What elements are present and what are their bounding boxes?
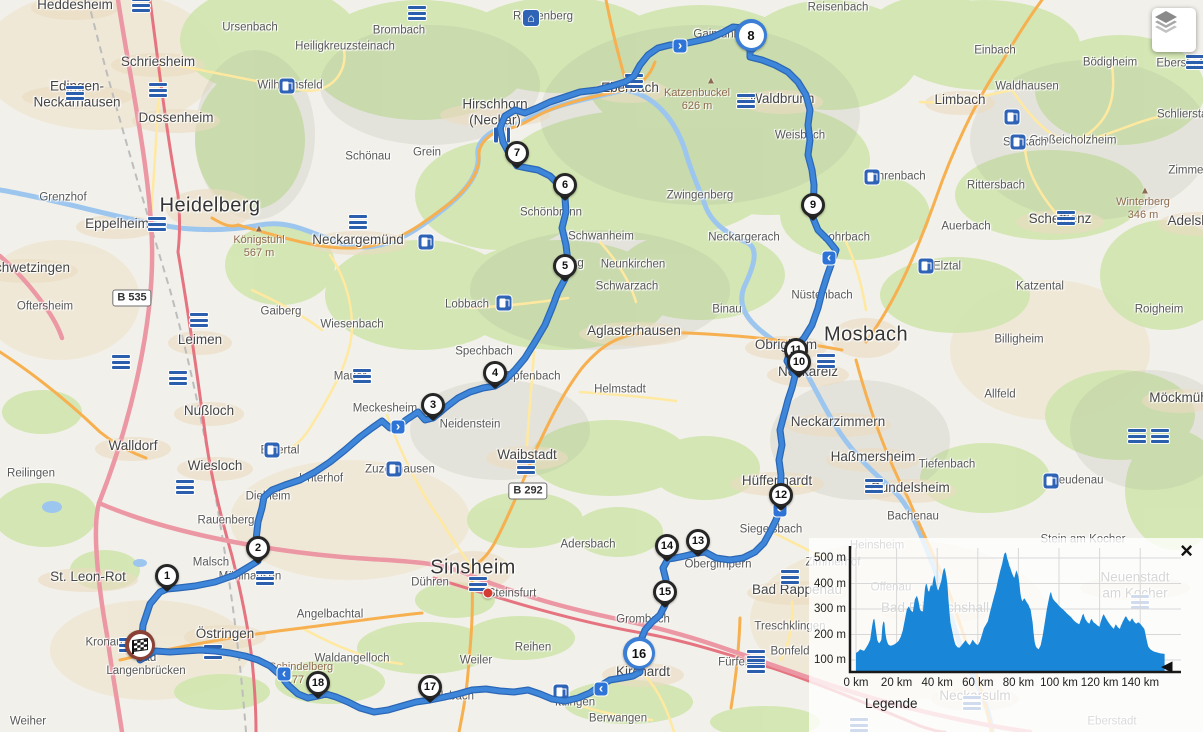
waypoint-pin-12[interactable]: 12 [769, 483, 793, 512]
map-label: Waldhausen [995, 80, 1059, 93]
map-label: Weiher [9, 715, 47, 728]
lodging-icon: ⌂ [523, 10, 539, 26]
map-label: Schwetzingen [0, 260, 71, 276]
axis-tick-label: 300 m [814, 603, 846, 615]
checkered-flag-icon [132, 637, 148, 653]
map-label: Allfeld [984, 388, 1016, 401]
rest-area-icon [1128, 429, 1146, 443]
axis-tick-label: 20 km [880, 677, 913, 689]
waypoint-pin-18[interactable]: 18 [306, 671, 330, 700]
axis-tick-label: 40 km [921, 677, 953, 689]
map-label: Mosbach [824, 323, 908, 346]
axis-tick-label: 0 km [843, 677, 869, 689]
waypoint-pin-14[interactable]: 14 [655, 534, 679, 563]
waypoint-pin-8[interactable]: 8 [735, 19, 767, 56]
elevation-chart[interactable] [809, 538, 1203, 732]
map-label: Reisenbach [807, 1, 869, 14]
map-label: Roigheim [1134, 303, 1184, 316]
elevation-panel: 500 m 400 m 300 m 200 m 100 m 0 km 20 km 40 km… [809, 538, 1203, 732]
rest-area-icon [132, 0, 150, 12]
waypoint-pin-9[interactable]: 9 [801, 193, 825, 222]
map-label: Möckmühl [1149, 390, 1203, 406]
rest-area-icon [1057, 211, 1075, 225]
map-label: Oftersheim [16, 300, 74, 313]
waypoint-pin-2[interactable]: 2 [246, 536, 270, 565]
rest-area-icon [1151, 429, 1169, 443]
map-label: Neudenau [1050, 474, 1104, 487]
rest-area-icon [865, 479, 883, 493]
map-label: Einbach [974, 44, 1016, 57]
fuel-icon [1004, 109, 1020, 125]
peak-icon: ▲ [1140, 185, 1150, 197]
fuel-icon [1010, 134, 1026, 150]
map-label: Adelsheim [1167, 213, 1203, 229]
axis-tick-label: 500 m [814, 552, 846, 564]
fuel-icon [864, 169, 880, 185]
map-label: Heddesheim [37, 0, 113, 13]
map-label: Tiefenbach [918, 458, 976, 471]
map-label: Elztal [932, 260, 962, 273]
rest-area-icon [1186, 55, 1203, 69]
axis-tick-label: 60 km [962, 677, 994, 689]
waypoint-pin-13[interactable]: 13 [686, 529, 710, 558]
map-label: Eppelheim [85, 216, 149, 232]
axis-tick-label: 120 km [1080, 677, 1119, 689]
rest-area-icon [112, 355, 130, 369]
fuel-icon [918, 258, 934, 274]
waypoint-pin-15[interactable]: 15 [653, 580, 677, 609]
map-label: Reilingen [7, 467, 55, 480]
map-label: Auerbach [941, 220, 991, 233]
waypoint-pin-7[interactable]: 7 [505, 141, 529, 170]
map-label: Rittersbach [966, 179, 1026, 192]
peak-label: Winterberg 346 m [1116, 195, 1170, 221]
axis-tick-label: 200 m [814, 628, 846, 641]
map-label: Fahrenbach [864, 170, 926, 183]
waypoint-pin-3[interactable]: 3 [421, 393, 445, 422]
map-label: Schlierstadt [1156, 108, 1203, 121]
map-label: Gundelsheim [870, 480, 950, 496]
close-icon[interactable]: × [1180, 538, 1193, 563]
map-label: Kronau [85, 636, 123, 649]
waypoint-pin-16[interactable]: 16 [623, 637, 655, 674]
legend-label: Legende [865, 696, 918, 711]
rest-area-icon [66, 86, 84, 100]
map-label: Katzental [1016, 280, 1064, 293]
rest-area-icon [408, 6, 426, 20]
axis-tick-label: 100 m [814, 654, 846, 666]
map-label: Billigheim [994, 333, 1044, 346]
map-label: Haßmersheim [830, 449, 916, 465]
map-label: Limbach [934, 92, 986, 108]
waypoint-pin-6[interactable]: 6 [553, 173, 577, 202]
layers-icon [1155, 11, 1177, 33]
axis-tick-label: 100 km [1040, 677, 1078, 689]
map-label: Bödigheim [1082, 56, 1138, 69]
axis-tick-label: 140 km [1121, 677, 1160, 689]
map-label: Zimmern [1168, 164, 1203, 177]
map-label: Edingen- Neckarhausen [33, 78, 121, 109]
start-marker[interactable] [125, 630, 155, 663]
axis-tick-label: 400 m [814, 577, 846, 590]
profile-end-marker-icon: ◀ [1161, 658, 1173, 675]
layers-button[interactable] [1152, 8, 1196, 52]
axis-tick-label: 80 km [1002, 677, 1035, 689]
map-label: Bachenau [887, 510, 939, 523]
map-label: St. Leon-Rot [50, 569, 126, 585]
waypoint-pin-1[interactable]: 1 [155, 564, 179, 593]
waypoint-pin-5[interactable]: 5 [553, 254, 577, 283]
map-label: Großeicholzheim [1029, 134, 1117, 147]
waypoint-pin-17[interactable]: 17 [418, 675, 442, 704]
fuel-icon [1043, 473, 1059, 489]
waypoint-pin-10[interactable]: 10 [787, 350, 811, 379]
map-label: Grenzhof [39, 191, 87, 204]
waypoint-pin-4[interactable]: 4 [483, 361, 507, 390]
